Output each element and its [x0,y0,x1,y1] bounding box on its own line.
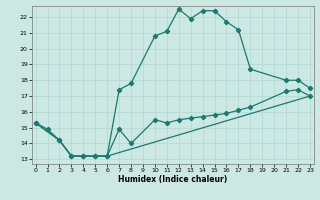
X-axis label: Humidex (Indice chaleur): Humidex (Indice chaleur) [118,175,228,184]
